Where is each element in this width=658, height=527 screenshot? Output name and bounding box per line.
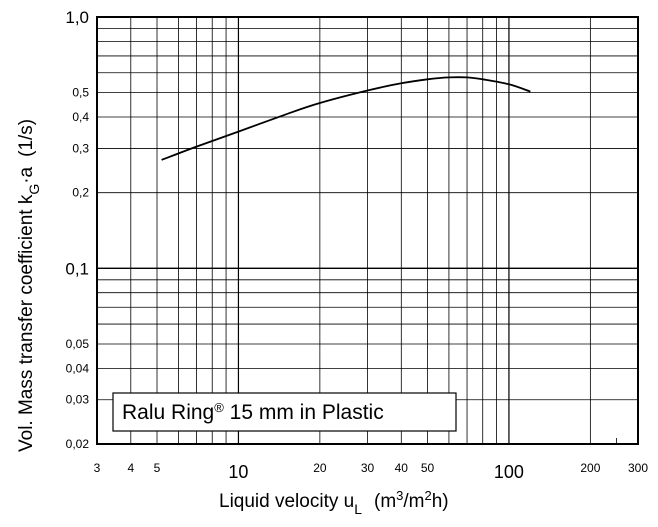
plot-frame: [96, 16, 639, 445]
y-tick-label: 0,04: [66, 361, 90, 375]
x-tick-label: 40: [395, 461, 409, 475]
x-tick-label: 4: [127, 461, 134, 475]
y-tick-label: 0,1: [65, 259, 89, 278]
grid-lines: [96, 16, 639, 445]
y-tick-label: 0,03: [66, 393, 90, 407]
series-line: [161, 76, 531, 161]
x-tick-label: 10: [228, 462, 248, 482]
y-tick-label: 1,0: [65, 8, 89, 27]
x-axis-label: Liquid velocity uL (m3/m2h): [219, 488, 449, 518]
x-tick-label: 200: [580, 461, 600, 475]
y-tick-label: 0,05: [66, 337, 90, 351]
x-tick-label: 20: [313, 461, 327, 475]
legend-box: [112, 392, 457, 432]
y-tick-label: 0,4: [72, 110, 89, 124]
series-group: [161, 76, 531, 161]
x-tick-label: 100: [494, 462, 524, 482]
y-axis-label: Vol. Mass transfer coefficient kG·a(1/s): [16, 119, 42, 452]
y-tick-label: 0,02: [66, 437, 90, 451]
x-tick-label: 300: [628, 461, 648, 475]
x-tick-label: 50: [421, 461, 435, 475]
y-tick-label: 0,2: [72, 186, 89, 200]
y-axis-ticks: 1,0 0,5 0,4 0,3 0,2 0,1 0,05 0,04 0,03 0,02: [65, 8, 89, 451]
y-tick-label: 0,3: [72, 141, 89, 155]
x-tick-label: 3: [94, 461, 101, 475]
x-tick-label: 30: [361, 461, 375, 475]
x-axis-ticks: 3 4 5 10 20 30 40 50 100 200 300: [94, 461, 649, 482]
legend-text: Ralu Ring® 15 mm in Plastic: [122, 400, 384, 425]
x-tick-label: 5: [154, 461, 161, 475]
y-tick-label: 0,5: [72, 86, 89, 100]
